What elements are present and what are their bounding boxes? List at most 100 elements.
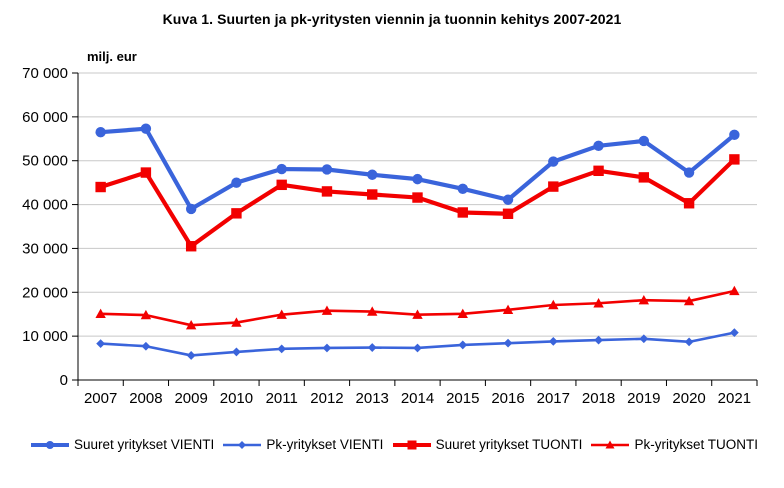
diamond-marker-icon [322, 343, 332, 353]
x-tick-label: 2012 [310, 390, 343, 407]
x-tick-label: 2015 [446, 390, 479, 407]
x-tick-label: 2011 [266, 390, 298, 407]
square-marker-icon [367, 189, 378, 200]
square-marker-icon [392, 440, 431, 449]
circle-marker-icon [185, 203, 197, 215]
x-tick-label: 2008 [129, 390, 162, 407]
square-marker-icon [140, 167, 152, 178]
x-tick-label: 2010 [220, 390, 253, 407]
triangle-marker-icon [502, 304, 514, 315]
circle-marker-icon [140, 123, 152, 134]
triangle-marker-icon [591, 440, 630, 448]
square-marker-icon [502, 208, 514, 219]
triangle-marker-icon [683, 295, 695, 306]
square-marker-icon [412, 192, 423, 203]
square-marker-icon [457, 207, 468, 218]
diamond-marker-icon [458, 340, 468, 350]
legend-item: Pk-yritykset VIENTI [222, 437, 383, 452]
series-line [99, 289, 736, 327]
triangle-marker-icon [638, 294, 650, 305]
legend-item-label: Suuret yritykset VIENTI [74, 437, 215, 452]
diamond-marker-icon [594, 335, 603, 345]
triangle-marker-icon [321, 305, 333, 315]
diamond-marker-icon [503, 338, 513, 348]
legend-item-label: Pk-yritykset TUONTI [634, 437, 758, 452]
triangle-marker-icon [231, 317, 242, 327]
triangle-marker-icon [367, 306, 378, 316]
diamond-marker-icon [232, 347, 241, 357]
y-tick-label: 40 000 [22, 197, 68, 214]
diamond-marker-icon [96, 339, 106, 348]
diamond-marker-icon [223, 440, 262, 449]
legend-item-label: Pk-yritykset VIENTI [266, 437, 384, 452]
square-marker-icon [683, 198, 695, 209]
diamond-marker-icon [548, 337, 558, 346]
square-marker-icon [321, 186, 333, 197]
triangle-marker-icon [95, 308, 106, 318]
x-tick-label: 2009 [174, 390, 207, 407]
legend-item-label: Suuret yritykset TUONTI [435, 437, 583, 452]
diamond-marker-icon [729, 328, 739, 338]
x-tick-label: 2018 [582, 390, 615, 407]
diamond-marker-icon [367, 343, 377, 352]
y-tick-label: 10 000 [22, 328, 68, 345]
y-tick-label: 50 000 [22, 153, 68, 170]
circle-marker-icon [593, 140, 604, 152]
legend-item: Suuret yritykset TUONTI [392, 437, 583, 452]
x-tick-label: 2013 [356, 390, 389, 407]
circle-marker-icon [548, 156, 559, 167]
x-tick-label: 2007 [84, 390, 117, 407]
y-tick-label: 30 000 [22, 240, 68, 257]
circle-marker-icon [457, 183, 468, 194]
triangle-marker-icon [548, 299, 559, 310]
triangle-marker-icon [729, 285, 740, 296]
triangle-marker-icon [412, 309, 423, 319]
diamond-marker-icon [413, 343, 422, 353]
circle-marker-icon [231, 177, 242, 188]
circle-marker-icon [276, 163, 287, 175]
y-tick-label: 70 000 [22, 65, 68, 82]
diamond-marker-icon [141, 341, 151, 351]
square-marker-icon [729, 154, 740, 165]
line-chart-plot: 0 10 000 20 000 30 000 40 000 50 000 60 000 70 … [22, 65, 758, 407]
square-marker-icon [276, 179, 287, 191]
circle-marker-icon [638, 135, 650, 147]
x-tick-label: 2016 [491, 390, 524, 407]
circle-marker-icon [367, 169, 378, 180]
y-tick-label: 20 000 [22, 284, 68, 301]
circle-marker-icon [412, 173, 423, 185]
triangle-marker-icon [185, 319, 197, 330]
diamond-marker-icon [639, 334, 649, 344]
x-tick-label: 2019 [627, 390, 660, 407]
circle-marker-icon [729, 129, 740, 141]
circle-marker-icon [31, 440, 69, 449]
triangle-marker-icon [593, 298, 604, 308]
diamond-marker-icon [684, 337, 694, 347]
y-tick-label: 0 [60, 372, 68, 389]
y-axis-unit-label: milj. eur [87, 49, 137, 64]
circle-marker-icon [683, 167, 695, 178]
x-tick-label: 2014 [401, 390, 434, 407]
triangle-marker-icon [140, 309, 152, 320]
circle-marker-icon [502, 194, 514, 205]
y-tick-label: 60 000 [22, 109, 68, 126]
legend-item: Suuret yritykset VIENTI [30, 437, 214, 452]
square-marker-icon [548, 181, 559, 192]
x-tick-label: 2021 [718, 390, 751, 407]
square-marker-icon [231, 208, 242, 219]
circle-marker-icon [321, 164, 333, 175]
x-tick-label: 2020 [672, 390, 705, 407]
diamond-marker-icon [277, 344, 287, 354]
square-marker-icon [593, 165, 604, 177]
chart-title: Kuva 1. Suurten ja pk-yritysten viennin … [162, 11, 622, 27]
chart-legend: Suuret yritykset VIENTI Pk-yritykset VIEN… [0, 437, 784, 452]
x-tick-label: 2017 [537, 390, 570, 407]
diamond-marker-icon [186, 351, 196, 360]
circle-marker-icon [95, 127, 106, 138]
triangle-marker-icon [457, 308, 468, 318]
square-marker-icon [95, 181, 106, 193]
triangle-marker-icon [276, 309, 287, 319]
legend-item: Pk-yritykset TUONTI [590, 437, 758, 452]
square-marker-icon [638, 172, 650, 183]
